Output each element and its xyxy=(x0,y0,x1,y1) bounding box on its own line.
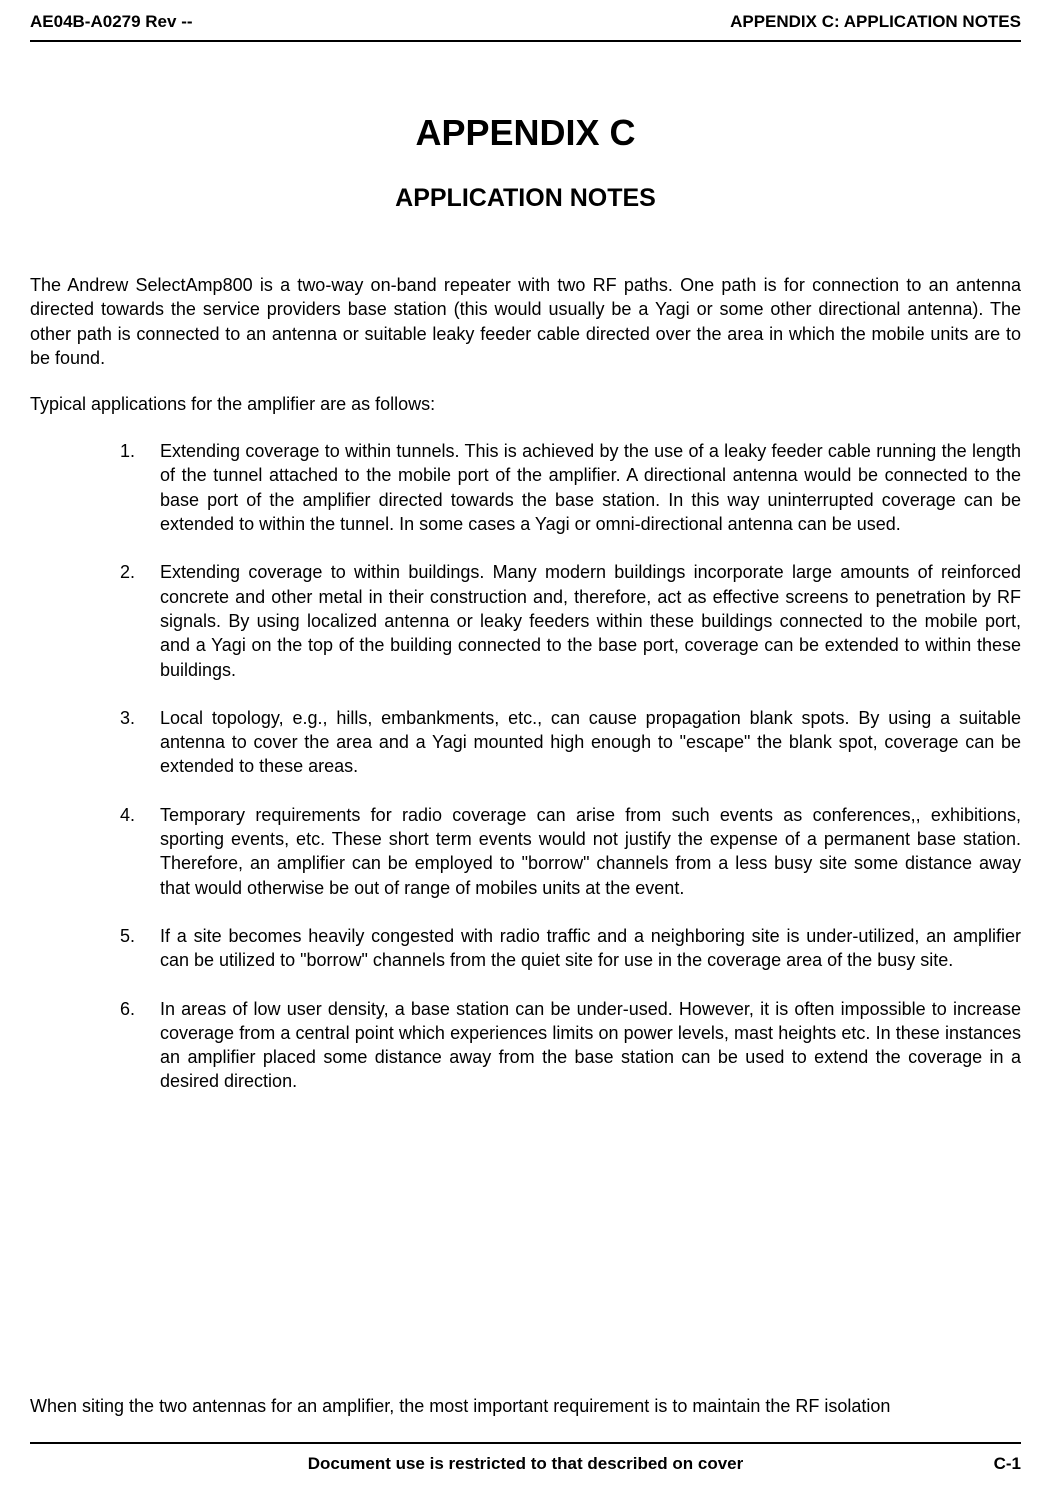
list-text: Extending coverage to within tunnels. Th… xyxy=(160,439,1021,536)
footer-right: C-1 xyxy=(994,1454,1021,1474)
list-number: 3. xyxy=(120,706,160,779)
list-item: 3. Local topology, e.g., hills, embankme… xyxy=(120,706,1021,779)
list-text: Extending coverage to within buildings. … xyxy=(160,560,1021,681)
list-item: 6. In areas of low user density, a base … xyxy=(120,997,1021,1094)
main-title: APPENDIX C xyxy=(30,112,1021,154)
list-number: 6. xyxy=(120,997,160,1094)
typical-applications-line: Typical applications for the amplifier a… xyxy=(30,394,1021,415)
list-item: 5. If a site becomes heavily congested w… xyxy=(120,924,1021,973)
list-text: If a site becomes heavily congested with… xyxy=(160,924,1021,973)
list-number: 5. xyxy=(120,924,160,973)
sub-title: APPLICATION NOTES xyxy=(30,184,1021,213)
list-text: Local topology, e.g., hills, embankments… xyxy=(160,706,1021,779)
intro-paragraph: The Andrew SelectAmp800 is a two-way on-… xyxy=(30,273,1021,370)
list-item: 4. Temporary requirements for radio cove… xyxy=(120,803,1021,900)
page-header: AE04B-A0279 Rev -- APPENDIX C: APPLICATI… xyxy=(30,0,1021,42)
bottom-paragraph: When siting the two antennas for an ampl… xyxy=(30,1396,1021,1417)
list-number: 4. xyxy=(120,803,160,900)
list-text: In areas of low user density, a base sta… xyxy=(160,997,1021,1094)
header-left: AE04B-A0279 Rev -- xyxy=(30,12,193,32)
list-number: 2. xyxy=(120,560,160,681)
page-footer: Document use is restricted to that descr… xyxy=(30,1442,1021,1474)
footer-center: Document use is restricted to that descr… xyxy=(308,1454,744,1474)
applications-list: 1. Extending coverage to within tunnels.… xyxy=(30,439,1021,1094)
list-number: 1. xyxy=(120,439,160,536)
header-right: APPENDIX C: APPLICATION NOTES xyxy=(730,12,1021,32)
list-item: 1. Extending coverage to within tunnels.… xyxy=(120,439,1021,536)
list-text: Temporary requirements for radio coverag… xyxy=(160,803,1021,900)
list-item: 2. Extending coverage to within building… xyxy=(120,560,1021,681)
